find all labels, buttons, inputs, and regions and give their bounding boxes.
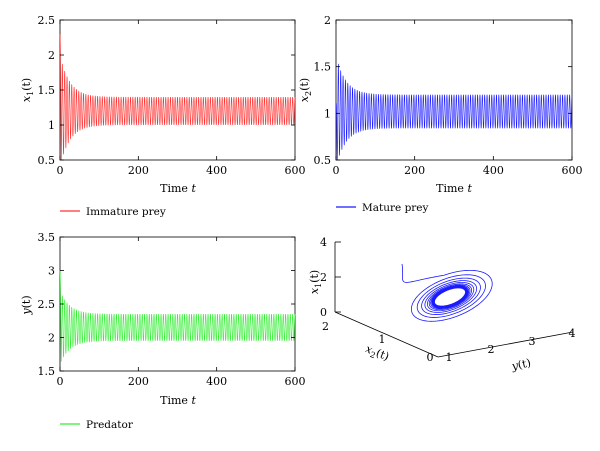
- chart-mature-prey: 0 200 400 600 0.5 1 1.5 2 x2(t) Time t Mature p…: [298, 14, 583, 214]
- tick-label-x2-1: 1: [379, 333, 386, 346]
- ticks-3d-x1: 0 2 4: [320, 236, 341, 319]
- phase-trajectory-line: [401, 263, 493, 322]
- series-line-mature-prey: [335, 63, 573, 161]
- x-tick-label-immature-prey-1: 200: [128, 164, 149, 177]
- axis-3d-y: [437, 331, 574, 358]
- plot-frame-1: [59, 19, 296, 161]
- x-tick-label-predator-0: 0: [57, 375, 64, 388]
- x-tick-label-predator-2: 400: [206, 375, 227, 388]
- tick-label-y-1: 1: [446, 351, 453, 364]
- tick-label-y-2: 2: [488, 343, 495, 356]
- tick-label-x1-4: 4: [320, 236, 327, 249]
- chart-predator: 0 200 400 600 1.5 2 2.5 3 3.5 y(t) Time t Predat…: [20, 231, 306, 431]
- y-tick-label-predator-2: 2.5: [38, 298, 56, 311]
- x-tick-label-immature-prey-0: 0: [57, 164, 64, 177]
- y-tick-label-mature-prey-3: 2: [324, 14, 331, 27]
- y-tick-label-mature-prey-2: 1.5: [314, 61, 332, 74]
- x-tick-label-mature-prey-3: 600: [562, 164, 583, 177]
- y-tick-label-immature-prey-4: 2.5: [38, 14, 56, 27]
- legend-label-mature-prey: Mature prey: [362, 202, 429, 214]
- ticks-mature-prey: 0 200 400 600 0.5 1 1.5 2: [314, 14, 583, 177]
- y-tick-label-immature-prey-0: 0.5: [38, 154, 56, 167]
- x-tick-label-mature-prey-1: 200: [404, 164, 425, 177]
- y-tick-label-mature-prey-1: 1: [324, 107, 331, 120]
- ylabel-immature-prey: x1(t): [20, 78, 35, 102]
- ylabel-predator: y(t): [20, 295, 33, 315]
- xlabel-mature-prey: Time t: [436, 182, 472, 195]
- tick-label-y-4: 4: [569, 327, 576, 340]
- tick-label-x1-2: 2: [320, 271, 327, 284]
- series-line-predator: [59, 270, 296, 362]
- ylabel-mature-prey: x2(t): [298, 78, 313, 102]
- y-tick-label-immature-prey-3: 2: [48, 49, 55, 62]
- plot-frame-3: [59, 236, 296, 372]
- axis-label-x1: x1(t): [308, 270, 323, 294]
- legend-label-predator: Predator: [86, 419, 134, 431]
- axis-label-y: y(t): [510, 356, 532, 373]
- x-tick-label-immature-prey-2: 400: [206, 164, 227, 177]
- y-tick-label-predator-4: 3.5: [38, 231, 56, 244]
- tick-label-y-3: 3: [529, 335, 536, 348]
- y-tick-label-predator-1: 2: [48, 332, 55, 345]
- y-tick-label-predator-3: 3: [48, 265, 55, 278]
- x-tick-label-mature-prey-2: 400: [483, 164, 504, 177]
- tick-label-x2-0: 0: [427, 351, 434, 364]
- x-tick-label-predator-1: 200: [128, 375, 149, 388]
- legend-label-immature-prey: Immature prey: [86, 206, 166, 218]
- plot-frame-2: [335, 19, 573, 161]
- x-tick-label-mature-prey-0: 0: [333, 164, 340, 177]
- series-line-immature-prey: [59, 33, 296, 161]
- ticks-3d-y: 1 2 3 4: [446, 327, 576, 364]
- xlabel-predator: Time t: [160, 394, 196, 407]
- ticks-3d-x2: 2 1 0: [322, 320, 434, 364]
- chart-phase-portrait: 0 2 4 x1(t) 2 1 0 x2(t) 1 2 3 4 y(t): [308, 236, 576, 373]
- axis-3d-x2: [334, 311, 439, 358]
- y-tick-label-immature-prey-2: 1.5: [38, 84, 56, 97]
- y-tick-label-immature-prey-1: 1: [48, 119, 55, 132]
- tick-label-x1-0: 0: [320, 306, 327, 319]
- tick-label-x2-2: 2: [322, 320, 329, 333]
- xlabel-immature-prey: Time t: [160, 182, 196, 195]
- y-tick-label-predator-0: 1.5: [38, 365, 56, 378]
- ticks-immature-prey: 0 200 400 600 0.5 1 1.5 2 2.5: [38, 14, 306, 177]
- x-tick-label-immature-prey-3: 600: [285, 164, 306, 177]
- axis-label-x2: x2(t): [363, 342, 391, 365]
- x-tick-label-predator-3: 600: [285, 375, 306, 388]
- chart-immature-prey: 0 200 400 600 0.5 1 1.5 2 2.5 x1(t) Time t Immat…: [20, 14, 306, 218]
- ticks-predator: 0 200 400 600 1.5 2 2.5 3 3.5: [38, 231, 306, 388]
- y-tick-label-mature-prey-0: 0.5: [314, 154, 332, 167]
